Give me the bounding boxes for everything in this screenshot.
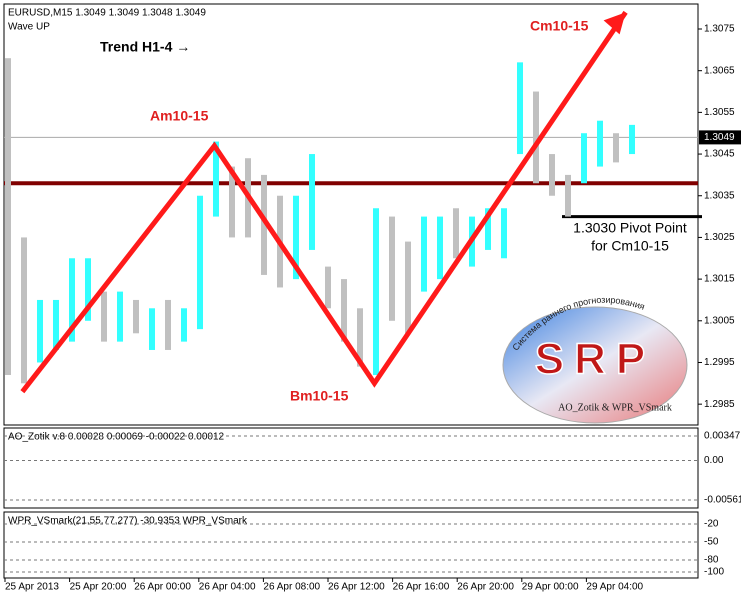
am-label: Am10-15 xyxy=(150,108,209,124)
price-bar xyxy=(261,174,267,275)
price-bar xyxy=(53,299,59,350)
price-bar xyxy=(453,208,459,259)
price-bar xyxy=(549,154,555,196)
x-tick-label: 26 Apr 16:00 xyxy=(393,582,450,593)
y-tick-label: 1.3045 xyxy=(704,149,735,160)
y-tick-label: 1.3005 xyxy=(704,315,735,326)
logo-authors: AO_Zotik & WPR_VSmark xyxy=(558,402,672,413)
price-bar xyxy=(613,133,619,163)
x-tick-label: 26 Apr 04:00 xyxy=(199,582,256,593)
price-bar xyxy=(341,279,347,342)
pivot-label: 1.3030 Pivot Point xyxy=(573,220,687,236)
price-bar xyxy=(389,216,395,321)
price-bar xyxy=(85,258,91,321)
x-tick-label: 26 Apr 00:00 xyxy=(134,582,191,593)
price-bar xyxy=(597,120,603,167)
price-bar xyxy=(165,299,171,350)
price-bar xyxy=(325,266,331,309)
price-bar xyxy=(133,299,139,334)
price-bar xyxy=(501,208,507,259)
panel-tick-label: 0.00347 xyxy=(704,431,741,442)
y-tick-label: 1.3075 xyxy=(704,24,735,35)
cm-label: Cm10-15 xyxy=(530,18,589,34)
price-bar xyxy=(485,208,491,250)
symbol-info: EURUSD,M15 1.3049 1.3049 1.3048 1.3049 xyxy=(8,8,206,19)
wpr-panel xyxy=(3,511,699,579)
logo: Система раннего прогнозирования SRP AO_Z… xyxy=(502,295,688,424)
price-bar xyxy=(69,258,75,342)
arrow-head xyxy=(603,12,626,35)
x-tick-label: 26 Apr 20:00 xyxy=(457,582,514,593)
logo-letters: SRP xyxy=(535,335,655,384)
x-tick-label: 26 Apr 08:00 xyxy=(263,582,320,593)
panel-tick-label: -0.00561 xyxy=(704,495,741,506)
zigzag-wave xyxy=(20,10,628,394)
price-bar xyxy=(293,195,299,280)
y-tick-label: 1.3065 xyxy=(704,65,735,76)
price-bar xyxy=(533,91,539,184)
x-tick-label: 26 Apr 12:00 xyxy=(328,582,385,593)
x-tick-label: 29 Apr 04:00 xyxy=(586,582,643,593)
main-panel xyxy=(3,3,699,426)
price-bar xyxy=(21,237,27,384)
indicator-name: Wave UP xyxy=(8,22,50,33)
price-bar xyxy=(629,124,635,155)
price-bar xyxy=(581,133,587,184)
logo-ellipse xyxy=(502,306,688,424)
price-bar xyxy=(197,195,203,330)
ao-panel xyxy=(3,427,699,509)
current-price-box xyxy=(699,130,741,145)
price-bar xyxy=(421,216,427,292)
y-tick-label: 1.3035 xyxy=(704,190,735,201)
price-bar xyxy=(101,291,107,342)
price-bar xyxy=(565,174,571,217)
trend-label: Trend H1-4 → xyxy=(100,39,190,55)
price-bar xyxy=(309,154,315,250)
price-bar xyxy=(37,299,43,363)
pivot-label: for Cm10-15 xyxy=(591,238,669,254)
price-bar xyxy=(149,308,155,350)
price-bar xyxy=(357,308,363,367)
price-bar xyxy=(373,208,379,375)
y-tick-label: 1.2985 xyxy=(704,399,735,410)
price-bar xyxy=(517,62,523,155)
price-bar xyxy=(229,166,235,238)
ao-header: AO_Zotik v.8 0.00028 0.00069 -0.00022 0.… xyxy=(8,432,225,443)
y-tick-label: 1.3055 xyxy=(704,107,735,118)
panel-tick-label: -100 xyxy=(704,567,724,578)
price-bar xyxy=(437,216,443,280)
bm-label: Bm10-15 xyxy=(290,388,349,404)
price-bar xyxy=(405,241,411,334)
price-bar xyxy=(5,58,11,375)
x-tick-label: 25 Apr 2013 xyxy=(5,582,59,593)
panel-tick-label: 0.00 xyxy=(704,455,724,466)
price-bar xyxy=(181,308,187,342)
price-bar xyxy=(213,141,219,217)
panel-tick-label: -50 xyxy=(704,537,719,548)
panel-tick-label: -20 xyxy=(704,519,719,530)
y-tick-label: 1.3015 xyxy=(704,274,735,285)
x-tick-label: 25 Apr 20:00 xyxy=(70,582,127,593)
wpr-header: WPR_VSmark(21,55,77,277) -30.9353 WPR_VS… xyxy=(8,516,248,527)
x-tick-label: 29 Apr 00:00 xyxy=(522,582,579,593)
y-tick-label: 1.3025 xyxy=(704,232,735,243)
panel-tick-label: -80 xyxy=(704,555,719,566)
y-tick-label: 1.2995 xyxy=(704,357,735,368)
current-price-label: 1.3049 xyxy=(704,132,735,143)
price-bar xyxy=(117,291,123,342)
